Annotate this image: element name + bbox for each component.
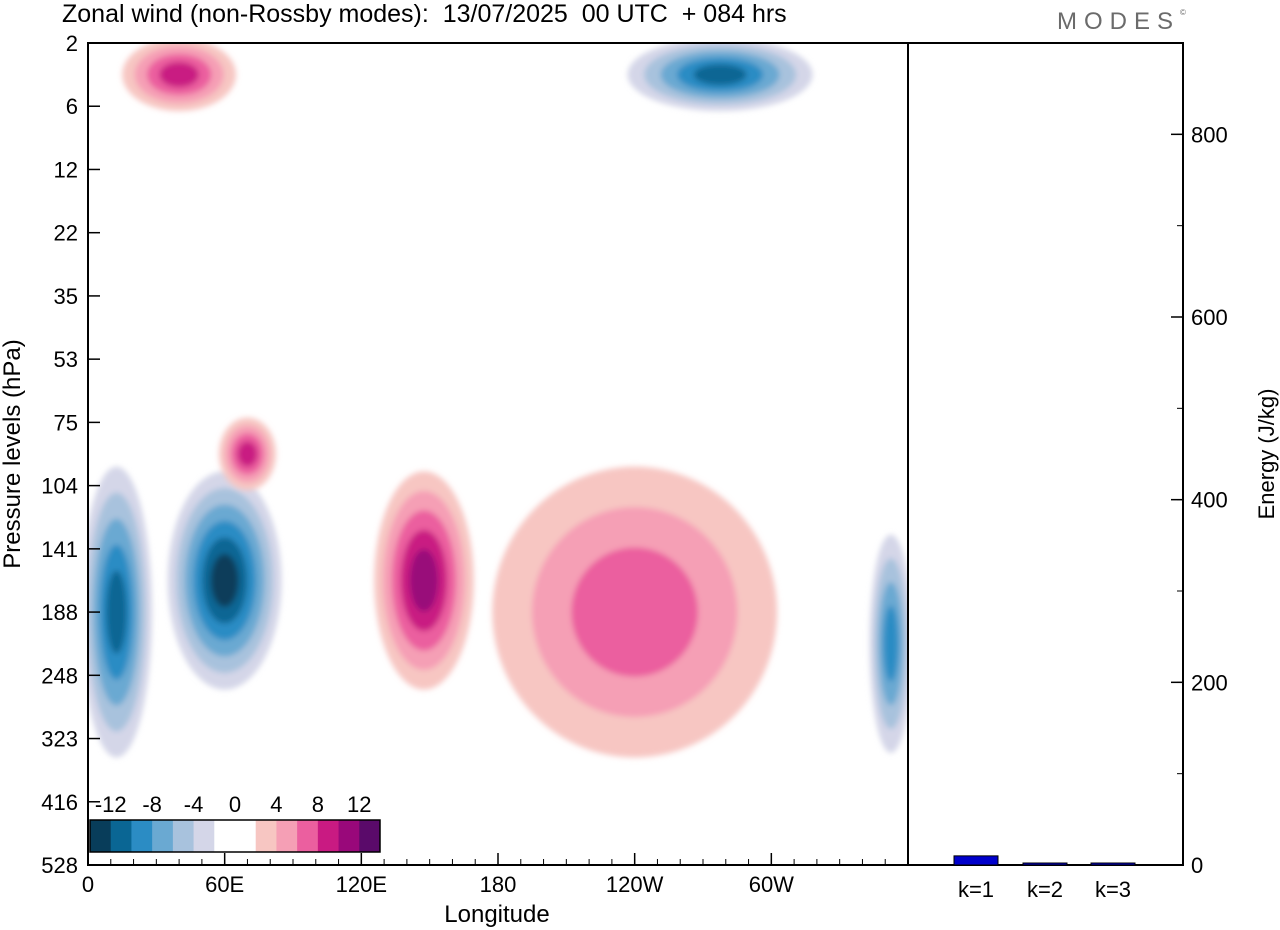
colorbar-label: -8 (142, 792, 162, 817)
y-tick-label: 2 (66, 31, 78, 56)
energy-tick-label: 0 (1191, 853, 1203, 878)
y-tick-label: 323 (41, 727, 78, 752)
colorbar-swatch (297, 820, 319, 852)
colorbar-swatch (359, 820, 381, 852)
x-tick-label: 60E (205, 872, 244, 897)
y-tick-label: 104 (41, 474, 78, 499)
contour-level (883, 605, 899, 682)
contour-feature (167, 471, 282, 690)
contour-level (409, 549, 439, 612)
colorbar-swatch (255, 820, 277, 852)
contour-level (693, 64, 747, 86)
y-tick-label: 528 (41, 853, 78, 878)
x-tick-label: 120E (336, 872, 387, 897)
y-tick-label: 6 (66, 94, 78, 119)
contour-level (237, 441, 258, 467)
wind-contours (88, 43, 908, 758)
energy-panel-frame (907, 42, 1184, 866)
heatmap-panel (88, 43, 908, 865)
colorbar-swatch (131, 820, 153, 852)
y-tick-label: 35 (54, 284, 78, 309)
x-tick-label: 0 (82, 872, 94, 897)
x-axis-label: Longitude (444, 901, 549, 928)
energy-tick-label: 600 (1191, 305, 1228, 330)
contour-feature (627, 43, 813, 112)
energy-tick-label: 800 (1191, 122, 1228, 147)
energy-axis-label: Energy (J/kg) (1254, 389, 1279, 520)
contour-level (106, 570, 127, 654)
colorbar-swatch (110, 820, 132, 852)
y-tick-label: 75 (54, 410, 78, 435)
colorbar-frame (89, 819, 381, 853)
y-tick-label: 188 (41, 600, 78, 625)
colorbar-swatch (172, 820, 195, 852)
y-axis: 2 6 12 22 35 53 75 104 141 188 248 323 416 528 (41, 31, 100, 878)
colorbar-swatch (235, 820, 257, 852)
energy-bar (1090, 862, 1136, 866)
colorbar-label: -12 (95, 792, 127, 817)
energy-bar (953, 855, 999, 866)
chart-title: Zonal wind (non-Rossby modes): 13/07/202… (62, 0, 787, 28)
colorbar-label: 8 (312, 792, 324, 817)
logo-text: MODES (1057, 8, 1181, 35)
colorbar-swatch (276, 820, 298, 852)
colorbar-swatch (338, 820, 360, 852)
colorbar-swatch (193, 820, 215, 852)
colorbar-label: 0 (229, 792, 241, 817)
energy-axis: 0 200 400 600 800 (1171, 42, 1228, 878)
energy-category-label: k=2 (1027, 877, 1063, 902)
x-tick-label: 180 (480, 872, 517, 897)
y-tick-label: 53 (54, 347, 78, 372)
contour-feature (218, 417, 276, 491)
contour-level (571, 547, 698, 677)
energy-bar (1022, 862, 1068, 866)
contour-feature (869, 534, 908, 753)
contour-feature (492, 466, 778, 758)
colorbar-swatch (317, 820, 340, 852)
heatmap-background (88, 43, 908, 865)
x-tick-label: 120W (606, 872, 664, 897)
contour-level (210, 554, 239, 607)
contour-level (159, 62, 199, 88)
y-tick-label: 248 (41, 663, 78, 688)
energy-category-label: k=1 (958, 877, 994, 902)
x-tick-label: 60W (749, 872, 794, 897)
y-axis-label: Pressure levels (hPa) (0, 339, 26, 568)
colorbar-swatch (214, 820, 236, 852)
colorbar-label: 4 (270, 792, 282, 817)
energy-tick-label: 400 (1191, 488, 1228, 513)
colorbar-swatch (152, 820, 174, 852)
energy-category-label: k=3 (1095, 877, 1131, 902)
y-tick-label: 141 (41, 537, 78, 562)
contour-feature (374, 471, 474, 690)
y-tick-label: 12 (54, 157, 78, 182)
x-axis: 0 60E 120E 180 120W 60W (82, 853, 886, 897)
modes-logo: MODES© (1057, 8, 1186, 35)
colorbar: -12 -8 -4 0 4 8 12 (89, 792, 381, 853)
contour-feature (122, 43, 236, 112)
colorbar-label: -4 (184, 792, 204, 817)
colorbar-swatch (90, 820, 112, 852)
y-tick-label: 22 (54, 221, 78, 246)
y-tick-label: 416 (41, 790, 78, 815)
energy-tick-label: 200 (1191, 670, 1228, 695)
colorbar-label: 12 (347, 792, 371, 817)
contour-feature (88, 466, 153, 758)
energy-bars: k=1 k=2 k=3 (953, 855, 1136, 902)
